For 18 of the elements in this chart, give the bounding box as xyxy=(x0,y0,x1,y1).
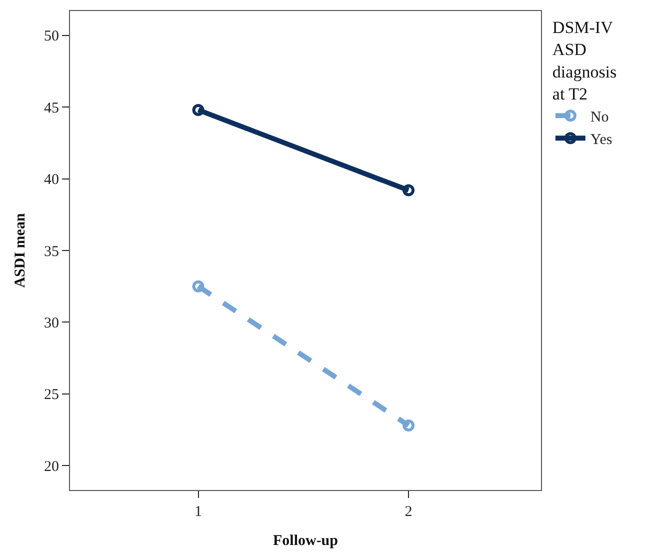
point xyxy=(192,280,204,292)
legend-title: DSM-IV ASD diagnosis at T2 xyxy=(552,18,617,104)
y-tick-label: 35 xyxy=(44,244,59,260)
y-tick-label: 30 xyxy=(44,315,59,332)
legend-label: Yes xyxy=(590,132,612,148)
y-tick-label: 50 xyxy=(44,28,59,45)
legend-label: No xyxy=(590,110,609,126)
y-axis-title: ASDI mean xyxy=(12,212,28,288)
x-tick-label: 1 xyxy=(194,504,202,520)
x-axis-title: Follow-up xyxy=(272,533,338,549)
point xyxy=(192,104,204,116)
y-tick-label: 25 xyxy=(44,387,59,404)
y-tick-label: 40 xyxy=(44,172,59,188)
point xyxy=(402,184,415,196)
point xyxy=(402,419,415,432)
x-tick-label: 2 xyxy=(404,504,412,520)
y-tick-label: 20 xyxy=(44,458,59,475)
y-tick-label: 45 xyxy=(44,100,59,116)
